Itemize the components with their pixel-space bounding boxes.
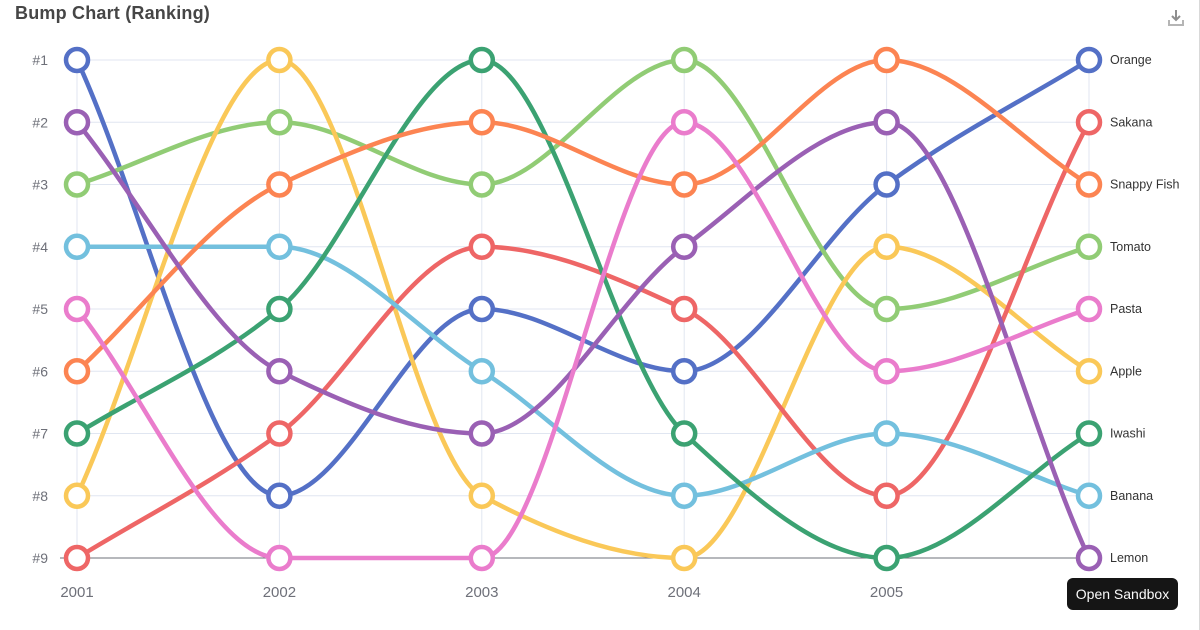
save-as-image-icon — [1168, 10, 1184, 26]
series-marker-lemon[interactable] — [266, 358, 293, 385]
series-marker-sakana[interactable] — [670, 295, 698, 323]
x-axis-label: 2004 — [668, 584, 701, 601]
series-marker-tomato[interactable] — [468, 171, 496, 198]
series-marker-tomato[interactable] — [63, 171, 91, 198]
series-marker-orange[interactable] — [670, 358, 698, 385]
y-axis-label: #7 — [32, 426, 48, 442]
series-end-label-pasta: Pasta — [1110, 302, 1142, 316]
series-marker-pasta[interactable] — [1075, 295, 1103, 323]
series-marker-snappy-fish[interactable] — [670, 171, 698, 198]
series-end-label-orange: Orange — [1110, 53, 1152, 67]
series-marker-apple[interactable] — [873, 233, 900, 260]
series-marker-tomato[interactable] — [873, 295, 900, 323]
series-marker-apple[interactable] — [1075, 358, 1103, 385]
series-marker-orange[interactable] — [873, 171, 900, 198]
series-marker-apple[interactable] — [63, 482, 91, 509]
series-marker-pasta[interactable] — [670, 109, 698, 136]
download-button[interactable] — [1165, 7, 1187, 29]
series-marker-iwashi[interactable] — [468, 46, 496, 74]
series-marker-orange[interactable] — [63, 46, 91, 74]
series-marker-lemon[interactable] — [670, 233, 698, 260]
series-line-snappy-fish[interactable] — [74, 57, 1092, 374]
series-line-banana[interactable] — [74, 244, 1092, 499]
series-marker-sakana[interactable] — [873, 482, 900, 509]
series-marker-apple[interactable] — [266, 46, 293, 74]
series-marker-snappy-fish[interactable] — [468, 109, 496, 136]
y-axis-label: #9 — [32, 550, 48, 566]
series-end-label-snappy-fish: Snappy Fish — [1110, 178, 1180, 192]
series-end-label-iwashi: Iwashi — [1110, 427, 1145, 441]
series-marker-banana[interactable] — [266, 233, 293, 260]
series-marker-lemon[interactable] — [468, 420, 496, 447]
series-marker-lemon[interactable] — [1075, 544, 1103, 572]
series-marker-sakana[interactable] — [63, 544, 91, 572]
series-end-label-sakana: Sakana — [1110, 115, 1152, 129]
series-end-label-banana: Banana — [1110, 489, 1153, 503]
series-end-label-apple: Apple — [1110, 364, 1142, 378]
series-marker-snappy-fish[interactable] — [873, 46, 900, 74]
y-axis-label: #4 — [32, 239, 48, 255]
y-axis-label: #3 — [32, 177, 48, 193]
x-axis-label: 2002 — [263, 584, 296, 601]
series-line-lemon[interactable] — [74, 119, 1092, 561]
series-marker-tomato[interactable] — [266, 109, 293, 136]
series-marker-pasta[interactable] — [63, 295, 91, 323]
series-marker-iwashi[interactable] — [1075, 420, 1103, 447]
series-marker-sakana[interactable] — [468, 233, 496, 260]
series-marker-apple[interactable] — [670, 544, 698, 572]
series-marker-pasta[interactable] — [468, 544, 496, 572]
series-end-label-tomato: Tomato — [1110, 240, 1151, 254]
y-axis-label: #5 — [32, 301, 48, 317]
series-line-pasta[interactable] — [74, 119, 1092, 561]
y-axis-label: #6 — [32, 363, 48, 379]
series-marker-iwashi[interactable] — [873, 544, 900, 572]
series-marker-sakana[interactable] — [1075, 109, 1103, 136]
y-axis-label: #8 — [32, 488, 48, 504]
series-marker-banana[interactable] — [670, 482, 698, 509]
series-marker-pasta[interactable] — [873, 358, 900, 385]
page-title: Bump Chart (Ranking) — [15, 3, 210, 23]
series-marker-tomato[interactable] — [670, 46, 698, 74]
x-axis-label: 2001 — [60, 584, 93, 601]
series-marker-sakana[interactable] — [266, 420, 293, 447]
series-marker-snappy-fish[interactable] — [266, 171, 293, 198]
open-sandbox-button[interactable]: Open Sandbox — [1067, 578, 1178, 610]
series-marker-snappy-fish[interactable] — [63, 358, 91, 385]
x-axis-label: 2005 — [870, 584, 903, 601]
series-marker-banana[interactable] — [63, 233, 91, 260]
y-axis-label: #1 — [32, 52, 48, 68]
series-marker-orange[interactable] — [468, 295, 496, 323]
series-marker-pasta[interactable] — [266, 544, 293, 572]
series-marker-iwashi[interactable] — [266, 295, 293, 323]
series-line-orange[interactable] — [74, 57, 1092, 499]
series-marker-banana[interactable] — [873, 420, 900, 447]
series-marker-snappy-fish[interactable] — [1075, 171, 1103, 198]
x-axis-label: 2003 — [465, 584, 498, 601]
series-marker-orange[interactable] — [1075, 46, 1103, 74]
series-marker-banana[interactable] — [468, 358, 496, 385]
series-marker-iwashi[interactable] — [63, 420, 91, 447]
series-marker-orange[interactable] — [266, 482, 293, 509]
y-axis-label: #2 — [32, 114, 48, 130]
series-end-label-lemon: Lemon — [1110, 551, 1148, 565]
series-marker-lemon[interactable] — [873, 109, 900, 136]
series-marker-tomato[interactable] — [1075, 233, 1103, 260]
series-marker-iwashi[interactable] — [670, 420, 698, 447]
series-marker-apple[interactable] — [468, 482, 496, 509]
series-marker-lemon[interactable] — [63, 109, 91, 136]
series-marker-banana[interactable] — [1075, 482, 1103, 509]
